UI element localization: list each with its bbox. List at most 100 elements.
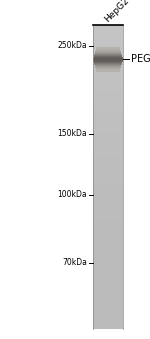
Bar — [93, 274, 123, 276]
Bar — [93, 168, 123, 170]
Bar — [94, 64, 122, 65]
Bar — [94, 62, 122, 63]
Bar — [95, 53, 121, 54]
Bar — [93, 226, 123, 227]
Bar — [93, 200, 123, 202]
Bar — [93, 298, 123, 300]
Bar — [93, 194, 123, 196]
Bar — [93, 148, 123, 150]
Bar — [96, 50, 120, 51]
Bar — [93, 207, 123, 209]
Bar — [93, 186, 123, 188]
Bar — [93, 197, 123, 199]
Bar — [93, 132, 123, 134]
Bar — [93, 179, 123, 180]
Bar — [96, 68, 120, 69]
Bar — [93, 294, 123, 296]
Bar — [93, 163, 123, 165]
Bar — [93, 111, 123, 112]
Bar — [93, 150, 123, 152]
Bar — [95, 67, 121, 68]
Bar — [93, 271, 123, 273]
Bar — [93, 83, 123, 85]
Bar — [93, 58, 123, 59]
Bar — [94, 55, 122, 56]
Bar — [96, 48, 120, 49]
Bar — [93, 170, 123, 172]
Bar — [93, 191, 123, 193]
Bar — [93, 100, 123, 102]
Bar — [93, 160, 123, 162]
Bar — [93, 268, 123, 270]
Bar — [93, 125, 123, 127]
Bar — [93, 53, 123, 55]
Bar — [93, 97, 123, 99]
Bar — [93, 270, 123, 272]
Bar — [93, 220, 123, 221]
Bar — [93, 45, 123, 47]
Bar — [93, 323, 123, 325]
Bar — [93, 296, 123, 297]
Bar — [93, 57, 123, 58]
Bar — [93, 57, 123, 59]
Bar — [93, 94, 123, 96]
Bar — [93, 195, 123, 197]
Bar — [93, 312, 123, 314]
Bar — [93, 252, 123, 253]
Bar — [93, 212, 123, 214]
Bar — [94, 63, 122, 64]
Bar — [93, 203, 123, 205]
Bar — [93, 59, 123, 60]
Bar — [93, 145, 123, 147]
Bar — [93, 239, 123, 241]
Bar — [93, 236, 123, 238]
Bar — [93, 320, 123, 322]
Bar — [93, 273, 123, 275]
Bar — [93, 317, 123, 319]
Text: PEG3: PEG3 — [130, 54, 150, 64]
Bar — [93, 77, 123, 79]
Bar — [93, 142, 123, 144]
Bar — [93, 65, 123, 67]
Bar — [93, 138, 123, 140]
Bar — [93, 221, 123, 223]
Bar — [93, 304, 123, 306]
Bar — [93, 35, 123, 36]
Bar — [93, 242, 123, 244]
Bar — [93, 315, 123, 317]
Bar — [95, 66, 121, 67]
Bar — [93, 159, 123, 161]
Bar — [93, 28, 123, 30]
Bar — [93, 58, 123, 59]
Bar — [93, 256, 123, 258]
Bar — [93, 117, 123, 118]
Text: HepG2: HepG2 — [103, 0, 131, 24]
Bar — [93, 47, 123, 48]
Bar — [93, 326, 123, 328]
Bar — [93, 130, 123, 132]
Bar — [93, 89, 123, 91]
Bar — [93, 85, 123, 86]
Bar — [93, 303, 123, 305]
Bar — [93, 259, 123, 261]
Bar — [93, 198, 123, 200]
Bar — [93, 112, 123, 114]
Bar — [93, 50, 123, 52]
Bar — [93, 188, 123, 190]
Bar — [96, 48, 120, 49]
Bar — [93, 147, 123, 148]
Bar — [93, 95, 123, 97]
Bar — [96, 71, 120, 72]
Bar — [93, 166, 123, 168]
Bar — [94, 64, 122, 65]
Bar — [93, 66, 123, 68]
Bar — [93, 309, 123, 311]
Bar — [93, 165, 123, 167]
Bar — [93, 60, 123, 61]
Bar — [93, 286, 123, 288]
Bar — [93, 92, 123, 94]
Bar — [93, 154, 123, 156]
Bar — [93, 261, 123, 262]
Bar — [93, 57, 123, 58]
Bar — [93, 267, 123, 268]
